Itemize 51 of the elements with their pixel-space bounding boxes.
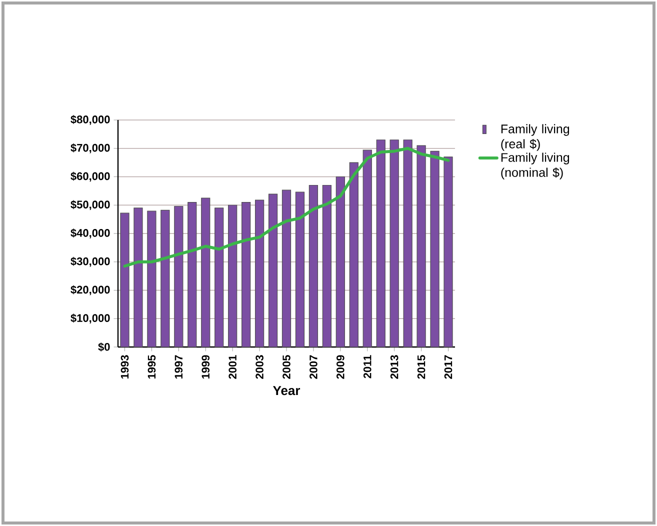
bar bbox=[295, 192, 305, 348]
x-tick-label: 2005 bbox=[282, 355, 290, 379]
bar bbox=[349, 162, 358, 348]
y-tick-label: $60,000 bbox=[70, 172, 110, 182]
x-tick-label: 1999 bbox=[202, 355, 210, 379]
bar bbox=[322, 184, 332, 348]
x-tick-label: 2017 bbox=[444, 355, 452, 379]
y-tick-label: $40,000 bbox=[70, 228, 110, 238]
y-tick-label: $80,000 bbox=[70, 115, 110, 125]
x-tick-label: 2009 bbox=[336, 355, 344, 379]
x-tick-label: 1995 bbox=[148, 355, 156, 379]
bar bbox=[254, 200, 264, 348]
bar bbox=[444, 156, 453, 348]
bar bbox=[282, 190, 292, 348]
x-tick-label: 2007 bbox=[310, 355, 318, 379]
bar bbox=[214, 208, 224, 348]
bar bbox=[362, 150, 372, 348]
bar bbox=[228, 204, 238, 348]
y-tick-label: $10,000 bbox=[70, 314, 110, 324]
x-tick-label: 1997 bbox=[174, 355, 183, 379]
y-tick-label: $30,000 bbox=[70, 256, 110, 267]
bar bbox=[336, 176, 345, 348]
bar bbox=[160, 210, 170, 348]
y-tick-label: $20,000 bbox=[70, 285, 110, 296]
x-tick-label: 2015 bbox=[417, 355, 426, 379]
y-tick-label: $50,000 bbox=[70, 200, 110, 210]
x-axis-title: Year bbox=[272, 386, 300, 396]
x-tick-label: 2013 bbox=[390, 355, 398, 379]
x-tick-label: 2003 bbox=[256, 355, 264, 379]
x-tick-label: 2001 bbox=[228, 355, 236, 379]
bar bbox=[174, 206, 184, 348]
bar bbox=[416, 145, 426, 348]
y-tick-label: $70,000 bbox=[70, 143, 110, 154]
bar bbox=[268, 194, 278, 348]
bar bbox=[147, 210, 156, 348]
bar bbox=[242, 202, 251, 348]
bar bbox=[403, 140, 412, 348]
x-tick-label: 1993 bbox=[120, 355, 129, 379]
legend-label: Family living (real $) bbox=[501, 124, 570, 151]
bar bbox=[376, 140, 386, 348]
bar bbox=[308, 184, 318, 348]
line-series bbox=[123, 146, 450, 268]
bar bbox=[188, 202, 197, 348]
legend-label: Family living (nominal $) bbox=[501, 152, 570, 180]
bar bbox=[120, 212, 130, 348]
x-tick-label: 2011 bbox=[363, 355, 372, 378]
bar bbox=[134, 208, 143, 348]
bar bbox=[390, 140, 399, 348]
y-tick-label: $0 bbox=[98, 342, 110, 352]
bar bbox=[430, 150, 440, 348]
bar bbox=[201, 198, 210, 348]
